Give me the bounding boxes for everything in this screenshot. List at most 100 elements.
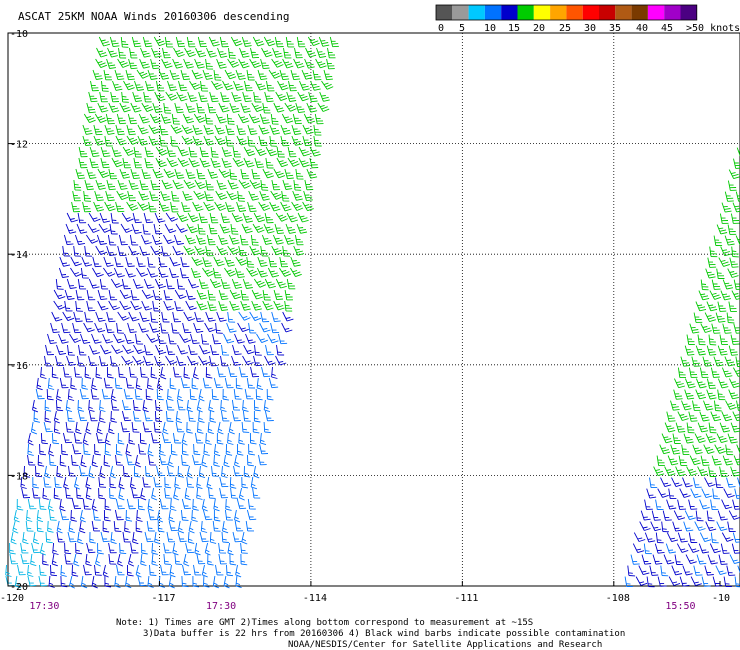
wind-barb bbox=[229, 102, 240, 113]
wind-barb bbox=[206, 234, 216, 246]
wind-barb bbox=[664, 466, 676, 477]
wind-barb bbox=[242, 399, 249, 412]
wind-barb bbox=[159, 498, 169, 510]
wind-barb bbox=[172, 58, 184, 69]
wind-barb bbox=[231, 278, 243, 289]
wind-barb bbox=[198, 91, 208, 103]
wind-barb bbox=[234, 520, 244, 532]
wind-barb bbox=[275, 355, 287, 366]
wind-barb bbox=[229, 476, 237, 489]
wind-barb bbox=[108, 542, 117, 554]
wind-barb bbox=[296, 223, 308, 234]
wind-barb bbox=[89, 344, 100, 355]
wind-barb bbox=[224, 377, 234, 389]
wind-barb bbox=[188, 157, 200, 168]
wind-barb bbox=[275, 278, 287, 289]
wind-barb bbox=[172, 245, 184, 256]
wind-barb bbox=[121, 355, 134, 365]
wind-barb bbox=[165, 399, 175, 411]
wind-barb bbox=[303, 113, 316, 124]
wind-barb bbox=[219, 36, 229, 48]
wind-barb bbox=[217, 366, 226, 378]
wind-barb bbox=[77, 278, 87, 290]
wind-barb bbox=[727, 433, 738, 444]
wind-barb bbox=[246, 267, 259, 277]
wind-barb bbox=[39, 443, 47, 456]
wind-barb bbox=[38, 498, 47, 510]
wind-barb bbox=[708, 334, 717, 346]
wind-barb bbox=[223, 575, 230, 589]
wind-barb bbox=[36, 377, 43, 391]
wind-barb bbox=[221, 465, 228, 478]
wind-barb bbox=[157, 520, 165, 533]
wind-barb bbox=[184, 234, 197, 245]
wind-barb bbox=[85, 421, 92, 435]
wind-barb bbox=[5, 564, 12, 577]
wind-barb bbox=[176, 399, 186, 411]
wind-barb bbox=[111, 146, 122, 157]
wind-barb bbox=[246, 256, 255, 268]
wind-barb bbox=[646, 488, 657, 499]
wind-barb bbox=[30, 421, 38, 435]
wind-barb bbox=[690, 488, 702, 499]
wind-barb bbox=[703, 444, 715, 455]
wind-barb bbox=[675, 466, 686, 477]
wind-barb bbox=[321, 80, 334, 90]
wind-barb bbox=[67, 388, 75, 401]
wind-barb bbox=[159, 443, 166, 456]
wind-barb bbox=[671, 565, 682, 576]
wind-barb bbox=[53, 300, 66, 310]
wind-barb bbox=[20, 476, 27, 489]
wind-barb bbox=[193, 190, 206, 200]
wind-barb bbox=[100, 344, 112, 355]
wind-barb bbox=[275, 212, 288, 222]
wind-barb bbox=[128, 179, 139, 190]
wind-barb bbox=[234, 509, 241, 523]
y-tick-label: -12 bbox=[10, 140, 28, 151]
wind-barb bbox=[177, 344, 188, 355]
wind-barb bbox=[183, 366, 190, 379]
wind-barb bbox=[707, 554, 718, 565]
wind-barb bbox=[207, 300, 217, 312]
wind-barb bbox=[246, 377, 256, 389]
wind-barb bbox=[134, 80, 144, 91]
wind-barb bbox=[241, 531, 248, 545]
wind-barb bbox=[156, 465, 165, 477]
x-tick-label: -114 bbox=[303, 593, 327, 604]
wind-barb bbox=[117, 432, 125, 445]
wind-barb bbox=[99, 465, 106, 479]
wind-barb bbox=[216, 311, 227, 322]
wind-barb bbox=[61, 443, 69, 456]
wind-barb bbox=[75, 289, 85, 301]
wind-barb bbox=[125, 69, 135, 81]
wind-barb bbox=[677, 499, 687, 510]
wind-barb bbox=[97, 289, 108, 301]
wind-barb bbox=[125, 443, 132, 457]
wind-barb bbox=[80, 333, 91, 344]
wind-barb bbox=[304, 179, 314, 191]
wind-barb bbox=[206, 47, 217, 58]
wind-barb bbox=[728, 510, 740, 520]
wind-barb bbox=[159, 135, 168, 147]
wind-barb bbox=[84, 311, 93, 323]
wind-barb bbox=[231, 399, 241, 411]
wind-barb bbox=[80, 267, 89, 279]
wind-barb bbox=[209, 531, 217, 544]
wind-barb bbox=[97, 168, 110, 179]
wind-barb bbox=[140, 487, 147, 501]
wind-barb bbox=[253, 355, 263, 367]
wind-barb bbox=[670, 444, 681, 455]
wind-barb bbox=[213, 498, 220, 512]
wind-barb bbox=[227, 311, 236, 323]
wind-barb bbox=[103, 377, 113, 389]
wind-barb bbox=[168, 575, 175, 589]
wind-barb bbox=[260, 179, 269, 191]
wind-barb bbox=[297, 91, 309, 102]
wind-barb bbox=[75, 168, 86, 180]
wind-barb bbox=[165, 410, 174, 422]
wind-barb bbox=[689, 455, 701, 466]
wind-barb bbox=[49, 454, 57, 467]
wind-barb bbox=[118, 234, 128, 246]
wind-barb bbox=[119, 542, 127, 555]
wind-barb bbox=[58, 267, 69, 278]
